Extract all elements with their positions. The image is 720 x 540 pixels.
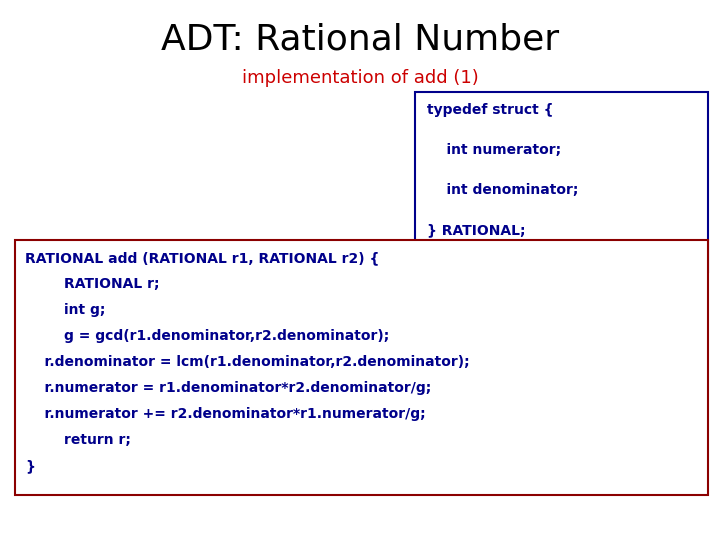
Text: } RATIONAL;: } RATIONAL; — [427, 223, 526, 237]
Text: RATIONAL r;: RATIONAL r; — [25, 277, 160, 291]
Text: int denominator;: int denominator; — [427, 183, 578, 197]
Text: typedef struct {: typedef struct { — [427, 103, 554, 117]
FancyBboxPatch shape — [415, 92, 708, 272]
Text: implementation of add (1): implementation of add (1) — [242, 69, 478, 87]
Text: r.numerator = r1.denominator*r2.denominator/g;: r.numerator = r1.denominator*r2.denomina… — [25, 381, 431, 395]
Text: return r;: return r; — [25, 433, 131, 447]
Text: ADT: Rational Number: ADT: Rational Number — [161, 23, 559, 57]
Text: int numerator;: int numerator; — [427, 143, 561, 157]
Text: g = gcd(r1.denominator,r2.denominator);: g = gcd(r1.denominator,r2.denominator); — [25, 329, 390, 343]
Text: }: } — [25, 459, 35, 473]
Text: r.denominator = lcm(r1.denominator,r2.denominator);: r.denominator = lcm(r1.denominator,r2.de… — [25, 355, 469, 369]
FancyBboxPatch shape — [15, 240, 708, 495]
Text: r.numerator += r2.denominator*r1.numerator/g;: r.numerator += r2.denominator*r1.numerat… — [25, 407, 426, 421]
Text: RATIONAL add (RATIONAL r1, RATIONAL r2) {: RATIONAL add (RATIONAL r1, RATIONAL r2) … — [25, 251, 379, 265]
Text: int g;: int g; — [25, 303, 105, 317]
